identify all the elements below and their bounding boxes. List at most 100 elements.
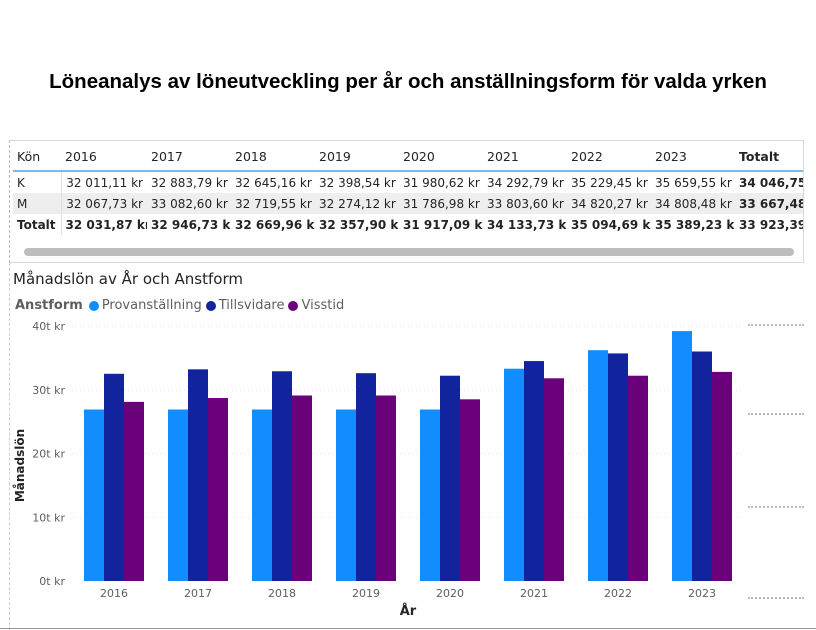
bar — [608, 353, 628, 581]
bar — [504, 368, 524, 581]
bar — [208, 398, 228, 581]
y-axis-title: Månadslön — [13, 429, 27, 502]
legend-label: Provanställning — [101, 298, 202, 313]
dotted-separator — [748, 324, 804, 326]
bar — [168, 409, 188, 581]
x-tick-label: 2019 — [352, 587, 380, 600]
matrix-cell: 32 031,87 kr — [65, 217, 148, 232]
matrix-visual: Kön 2016 2017 2018 2019 2020 2021 2022 2023 Total… — [9, 140, 804, 263]
x-tick-label: 2016 — [100, 587, 128, 600]
bar — [628, 375, 648, 581]
bar — [252, 409, 272, 581]
matrix-row-label: K — [13, 171, 62, 193]
x-tick-label: 2021 — [520, 587, 548, 600]
matrix-row-label: Totalt — [13, 214, 62, 235]
bar — [712, 371, 732, 581]
matrix-cell: 32 645,16 kr — [235, 175, 312, 190]
bar — [692, 351, 712, 581]
matrix-cell: 32 398,54 kr — [319, 175, 396, 190]
matrix-total-cell: 33 667,48 l — [735, 193, 803, 214]
matrix-column-header: 2021 — [483, 143, 567, 172]
matrix-cell: 32 719,55 kr — [231, 193, 315, 214]
legend-label: Tillsvidare — [218, 298, 285, 313]
bar — [104, 373, 124, 581]
legend-item[interactable]: Provanställning — [88, 298, 202, 313]
matrix-row: M 32 067,73 kr 33 082,60 kr 32 719,55 kr 32 … — [13, 193, 803, 214]
bar — [336, 409, 356, 581]
page-bottom-border — [0, 628, 816, 629]
matrix-row: K 32 011,11 kr 32 883,79 kr 32 645,16 kr 32 … — [13, 171, 803, 193]
legend-title: Anstform — [15, 298, 83, 313]
bar — [544, 378, 564, 581]
x-axis-title: År — [400, 603, 417, 619]
matrix-cell: 34 820,27 kr — [567, 193, 651, 214]
matrix-row-header: Kön — [13, 143, 61, 172]
bar — [124, 401, 144, 581]
y-tick-label: 0t kr — [39, 575, 65, 588]
bar — [84, 409, 104, 581]
matrix-column-header: 2022 — [567, 143, 651, 172]
legend-swatch — [288, 300, 299, 311]
legend-swatch — [205, 300, 216, 311]
x-tick-label: 2018 — [268, 587, 296, 600]
y-tick-label: 40t kr — [32, 320, 65, 333]
dotted-separator — [748, 506, 804, 508]
bar — [588, 350, 608, 581]
matrix-cell: 32 067,73 kr — [61, 193, 147, 214]
matrix-cell: 32 946,73 kr — [151, 217, 231, 232]
matrix-column-header: 2019 — [315, 143, 399, 172]
y-tick-label: 10t kr — [32, 511, 65, 524]
dotted-separator — [748, 597, 804, 599]
bar — [440, 375, 460, 581]
legend-item[interactable]: Visstid — [288, 298, 344, 313]
salary-matrix: Kön 2016 2017 2018 2019 2020 2021 2022 2023 Total… — [13, 143, 803, 235]
matrix-total-cell: 33 923,39 l — [739, 217, 803, 232]
bar-chart: 0t kr 10t kr 20t kr 30t kr 40t kr 2016 2017 201… — [13, 320, 744, 619]
matrix-cell: 31 917,09 kr — [403, 217, 483, 232]
matrix-cell: 34 292,79 kr — [487, 175, 564, 190]
y-tick-label: 30t kr — [32, 384, 65, 397]
chart-title: Månadslön av År och Anstform — [13, 270, 243, 288]
matrix-cell: 35 094,69 kr — [571, 217, 651, 232]
matrix-cell: 35 659,55 kr — [655, 175, 732, 190]
matrix-cell: 32 883,79 kr — [151, 175, 228, 190]
bar — [272, 371, 292, 581]
x-tick-label: 2023 — [688, 587, 716, 600]
matrix-header-row: Kön 2016 2017 2018 2019 2020 2021 2022 2023 Total… — [13, 143, 803, 172]
legend-item[interactable]: Tillsvidare — [205, 298, 285, 313]
matrix-cell: 34 133,73 kr — [487, 217, 567, 232]
bar — [672, 331, 692, 581]
dotted-separator — [748, 413, 804, 415]
matrix-cell: 32 357,90 kr — [319, 217, 399, 232]
bar — [292, 395, 312, 581]
matrix-cell: 32 274,12 kr — [315, 193, 399, 214]
x-tick-label: 2017 — [184, 587, 212, 600]
legend-swatch — [88, 300, 99, 311]
matrix-cell: 32 011,11 kr — [66, 175, 143, 190]
bar — [376, 395, 396, 581]
bar — [524, 361, 544, 581]
x-tick-label: 2020 — [436, 587, 464, 600]
y-tick-label: 20t kr — [32, 448, 65, 461]
page-title: Löneanalys av löneutveckling per år och … — [49, 70, 767, 93]
legend-label: Visstid — [301, 298, 345, 313]
matrix-column-header: 2018 — [231, 143, 315, 172]
matrix-cell: 31 786,98 kr — [399, 193, 483, 214]
matrix-cell: 35 389,23 kr — [655, 217, 735, 232]
visual-divider — [9, 263, 10, 630]
matrix-cell: 35 229,45 kr — [571, 175, 648, 190]
matrix-row: Totalt 32 031,87 kr 32 946,73 kr 32 669,96 … — [13, 214, 803, 235]
bar — [356, 373, 376, 581]
bar — [460, 399, 480, 581]
chart-legend: Anstform Provanställning Tillsvidare Visst… — [15, 298, 348, 313]
x-tick-label: 2022 — [604, 587, 632, 600]
matrix-total-cell: 34 046,75 l — [739, 175, 803, 190]
matrix-column-header: 2017 — [147, 143, 231, 172]
horizontal-scrollbar[interactable] — [24, 248, 794, 256]
matrix-cell: 33 803,60 kr — [483, 193, 567, 214]
matrix-column-header: 2023 — [651, 143, 735, 172]
matrix-cell: 32 669,96 kr — [235, 217, 315, 232]
matrix-column-header: 2020 — [399, 143, 483, 172]
matrix-total-header: Totalt — [735, 143, 803, 172]
bar — [188, 369, 208, 581]
